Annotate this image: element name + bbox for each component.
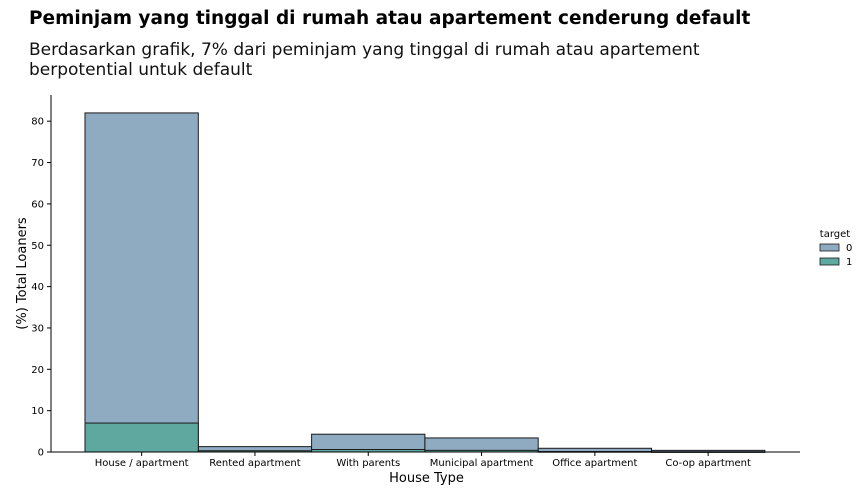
- x-axis-label: House Type: [389, 471, 464, 486]
- y-tick-label: 60: [31, 199, 44, 210]
- legend-label-0: 0: [846, 243, 852, 254]
- x-tick-label: Municipal apartment: [430, 458, 534, 469]
- bar-target-0-0: [84, 112, 199, 453]
- legend-label-1: 1: [846, 257, 852, 268]
- y-tick-label: 40: [31, 282, 44, 293]
- y-tick-label: 0: [38, 448, 44, 459]
- chart-subtitle: Berdasarkan grafik, 7% dari peminjam yan…: [29, 40, 700, 80]
- y-ticks: 0 10 20 30 40 50 60 70 80: [31, 117, 51, 459]
- chart-title: Peminjam yang tinggal di rumah atau apar…: [29, 8, 751, 29]
- x-tick-label: Office apartment: [552, 458, 637, 469]
- y-axis-label: (%) Total Loaners: [15, 217, 30, 330]
- x-tick-label: Rented apartment: [209, 458, 300, 469]
- bar-target-1-0: [84, 422, 199, 453]
- y-tick-label: 80: [31, 117, 44, 128]
- y-tick-label: 10: [31, 406, 44, 417]
- bars-target-0: [84, 112, 766, 453]
- y-tick-label: 50: [31, 241, 44, 252]
- x-ticks: House / apartment Rented apartment With pa…: [95, 452, 751, 469]
- legend-swatch-1: [819, 257, 840, 266]
- x-tick-label: House / apartment: [95, 458, 189, 469]
- legend-title: target: [820, 229, 850, 240]
- x-tick-label: Co-op apartment: [665, 458, 751, 469]
- axes: [50, 95, 800, 453]
- y-tick-label: 20: [31, 365, 44, 376]
- y-tick-label: 70: [31, 158, 44, 169]
- y-tick-label: 30: [31, 323, 44, 334]
- legend-swatch-0: [819, 243, 840, 252]
- x-tick-label: With parents: [336, 458, 400, 469]
- legend: target 0 1: [819, 229, 852, 268]
